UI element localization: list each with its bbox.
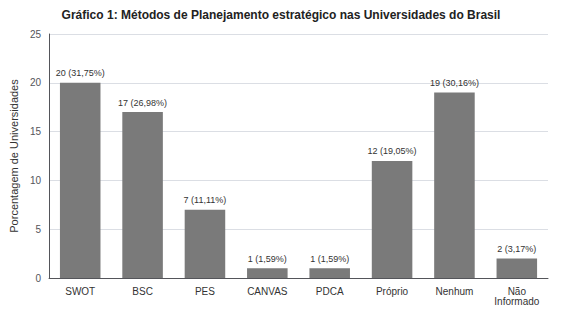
svg-text:Porcentagem de Universidades: Porcentagem de Universidades xyxy=(8,79,20,233)
svg-text:5: 5 xyxy=(35,224,41,235)
svg-text:BSC: BSC xyxy=(132,286,153,297)
svg-text:Gráfico 1: Métodos de Planejam: Gráfico 1: Métodos de Planejamento estra… xyxy=(62,8,501,22)
svg-text:1 (1,59%): 1 (1,59%) xyxy=(248,254,287,264)
svg-text:PES: PES xyxy=(195,286,215,297)
svg-text:PDCA: PDCA xyxy=(316,286,344,297)
svg-text:17 (26,98%): 17 (26,98%) xyxy=(118,98,167,108)
svg-text:Nenhum: Nenhum xyxy=(436,286,474,297)
svg-text:Informado: Informado xyxy=(494,296,539,307)
svg-text:CANVAS: CANVAS xyxy=(247,286,288,297)
svg-text:12 (19,05%): 12 (19,05%) xyxy=(368,146,417,156)
svg-text:15: 15 xyxy=(30,126,42,137)
svg-text:Próprio: Próprio xyxy=(376,286,409,297)
svg-text:19 (30,16%): 19 (30,16%) xyxy=(430,78,479,88)
svg-text:Não: Não xyxy=(507,285,526,297)
svg-text:20 (31,75%): 20 (31,75%) xyxy=(56,68,105,78)
svg-text:20: 20 xyxy=(30,77,42,88)
svg-text:2 (3,17%): 2 (3,17%) xyxy=(497,244,536,254)
svg-text:7 (11,11%): 7 (11,11%) xyxy=(184,195,227,205)
svg-text:0: 0 xyxy=(35,273,41,284)
svg-text:SWOT: SWOT xyxy=(65,286,95,297)
svg-text:25: 25 xyxy=(30,29,42,40)
svg-text:1 (1,59%): 1 (1,59%) xyxy=(310,254,349,264)
svg-text:10: 10 xyxy=(30,175,42,186)
